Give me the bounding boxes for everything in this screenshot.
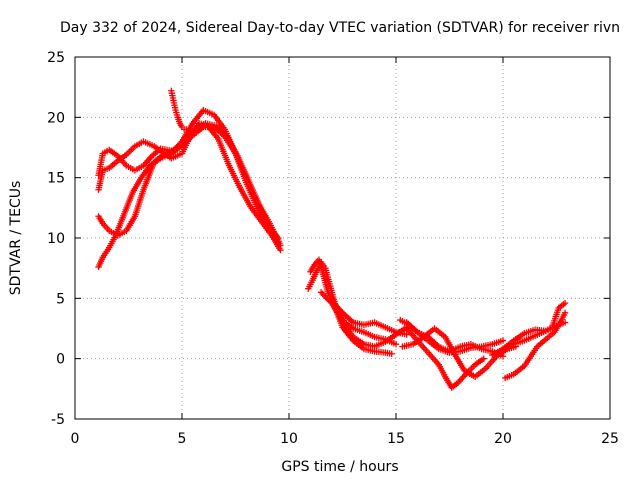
y-tick-label: -5 <box>51 412 65 428</box>
series-track-h <box>328 295 395 358</box>
y-tick-label: 25 <box>47 50 65 66</box>
x-tick-label: 10 <box>280 431 298 447</box>
data-marks <box>95 87 569 391</box>
data-point <box>561 309 569 317</box>
x-tick-label: 5 <box>178 431 187 447</box>
data-point <box>499 353 507 360</box>
y-tick-label: 15 <box>47 171 65 187</box>
grid-layer <box>75 57 610 419</box>
data-point <box>243 174 250 181</box>
data-point <box>277 242 284 249</box>
series-track-l <box>403 319 507 360</box>
data-point <box>317 289 325 296</box>
data-point <box>480 355 487 362</box>
data-point <box>561 299 569 307</box>
chart-title: Day 332 of 2024, Sidereal Day-to-day VTE… <box>60 20 620 36</box>
data-point <box>561 319 569 326</box>
y-tick-label: 10 <box>47 231 65 247</box>
axis-ticks: 0 5 10 15 20 25 -5 0 5 10 15 20 25 <box>47 50 619 447</box>
y-axis-label: SDTVAR / TECUs <box>8 181 24 296</box>
series-track-o <box>499 299 569 353</box>
data-point <box>388 350 395 358</box>
y-tick-label: 0 <box>56 352 65 368</box>
x-tick-label: 25 <box>601 431 619 447</box>
series-track-d <box>95 123 250 271</box>
x-tick-label: 0 <box>71 431 80 447</box>
data-point <box>499 337 507 344</box>
x-tick-label: 20 <box>494 431 512 447</box>
y-tick-label: 20 <box>47 110 65 126</box>
data-point <box>183 126 190 133</box>
series-track-n <box>501 309 569 382</box>
x-axis-label: GPS time / hours <box>281 459 398 475</box>
x-tick-label: 15 <box>387 431 405 447</box>
series-track-f <box>307 256 410 338</box>
series-track-a <box>95 106 282 242</box>
series-spike-near-5h <box>168 87 190 133</box>
series-track-k <box>403 325 487 391</box>
y-tick-label: 5 <box>56 291 65 307</box>
data-point <box>392 340 400 348</box>
